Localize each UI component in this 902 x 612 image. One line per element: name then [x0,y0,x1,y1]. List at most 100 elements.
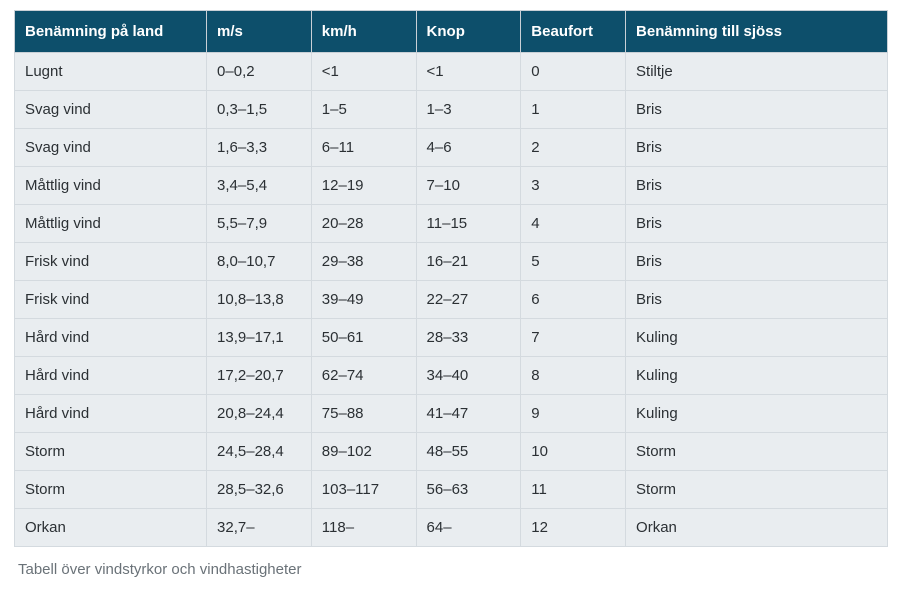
table-cell: Måttlig vind [15,205,207,243]
col-header-beaufort: Beaufort [521,11,626,53]
table-cell: 64– [416,509,521,547]
table-cell: 24,5–28,4 [207,433,312,471]
table-cell: 3,4–5,4 [207,167,312,205]
table-row: Frisk vind10,8–13,839–4922–276Bris [15,281,888,319]
table-cell: 22–27 [416,281,521,319]
col-header-knots: Knop [416,11,521,53]
table-cell: 0,3–1,5 [207,91,312,129]
table-cell: Stiltje [626,53,888,91]
table-cell: 12–19 [311,167,416,205]
table-cell: Orkan [626,509,888,547]
col-header-mps: m/s [207,11,312,53]
table-cell: Kuling [626,319,888,357]
table-cell: 48–55 [416,433,521,471]
table-row: Hård vind20,8–24,475–8841–479Kuling [15,395,888,433]
table-row: Måttlig vind5,5–7,920–2811–154Bris [15,205,888,243]
col-header-sea: Benämning till sjöss [626,11,888,53]
table-row: Svag vind1,6–3,36–114–62Bris [15,129,888,167]
table-cell: <1 [311,53,416,91]
table-cell: 75–88 [311,395,416,433]
table-cell: 6 [521,281,626,319]
table-cell: 103–117 [311,471,416,509]
table-cell: Bris [626,281,888,319]
table-cell: 5 [521,243,626,281]
table-cell: 1–5 [311,91,416,129]
table-cell: Bris [626,91,888,129]
table-cell: 10,8–13,8 [207,281,312,319]
table-cell: Orkan [15,509,207,547]
table-cell: 34–40 [416,357,521,395]
wind-speed-table: Benämning på land m/s km/h Knop Beaufort… [14,10,888,547]
table-caption: Tabell över vindstyrkor och vindhastighe… [14,547,888,578]
table-cell: Storm [626,471,888,509]
table-cell: 11 [521,471,626,509]
table-cell: 41–47 [416,395,521,433]
table-cell: 32,7– [207,509,312,547]
table-header-row: Benämning på land m/s km/h Knop Beaufort… [15,11,888,53]
table-cell: 50–61 [311,319,416,357]
table-cell: 39–49 [311,281,416,319]
table-cell: Hård vind [15,319,207,357]
table-cell: 118– [311,509,416,547]
table-cell: Kuling [626,357,888,395]
table-row: Måttlig vind3,4–5,412–197–103Bris [15,167,888,205]
table-cell: 0–0,2 [207,53,312,91]
table-cell: 6–11 [311,129,416,167]
table-cell: 0 [521,53,626,91]
table-cell: 16–21 [416,243,521,281]
table-cell: Storm [15,471,207,509]
table-cell: 28,5–32,6 [207,471,312,509]
table-cell: 89–102 [311,433,416,471]
table-cell: Frisk vind [15,243,207,281]
table-cell: 4–6 [416,129,521,167]
table-cell: 7 [521,319,626,357]
table-cell: 9 [521,395,626,433]
table-row: Hård vind13,9–17,150–6128–337Kuling [15,319,888,357]
table-cell: 4 [521,205,626,243]
table-cell: 7–10 [416,167,521,205]
table-cell: Svag vind [15,129,207,167]
table-cell: 1–3 [416,91,521,129]
table-cell: Bris [626,129,888,167]
table-row: Storm28,5–32,6103–11756–6311Storm [15,471,888,509]
table-cell: 62–74 [311,357,416,395]
table-cell: 11–15 [416,205,521,243]
table-cell: 29–38 [311,243,416,281]
table-row: Orkan32,7–118–64–12Orkan [15,509,888,547]
col-header-kmh: km/h [311,11,416,53]
table-cell: Hård vind [15,357,207,395]
table-cell: 12 [521,509,626,547]
col-header-land: Benämning på land [15,11,207,53]
table-body: Lugnt0–0,2<1<10StiltjeSvag vind0,3–1,51–… [15,53,888,547]
table-cell: Bris [626,205,888,243]
table-cell: 1 [521,91,626,129]
table-cell: 3 [521,167,626,205]
table-row: Hård vind17,2–20,762–7434–408Kuling [15,357,888,395]
table-cell: 8,0–10,7 [207,243,312,281]
table-cell: 56–63 [416,471,521,509]
table-row: Frisk vind8,0–10,729–3816–215Bris [15,243,888,281]
table-cell: Storm [15,433,207,471]
table-cell: <1 [416,53,521,91]
table-cell: 2 [521,129,626,167]
table-cell: 13,9–17,1 [207,319,312,357]
table-row: Svag vind0,3–1,51–51–31Bris [15,91,888,129]
table-cell: 5,5–7,9 [207,205,312,243]
table-cell: 28–33 [416,319,521,357]
table-cell: 17,2–20,7 [207,357,312,395]
table-cell: Bris [626,167,888,205]
table-cell: Hård vind [15,395,207,433]
table-cell: 10 [521,433,626,471]
table-cell: Lugnt [15,53,207,91]
table-cell: Bris [626,243,888,281]
table-row: Lugnt0–0,2<1<10Stiltje [15,53,888,91]
table-cell: 8 [521,357,626,395]
table-row: Storm24,5–28,489–10248–5510Storm [15,433,888,471]
table-cell: Frisk vind [15,281,207,319]
table-cell: Storm [626,433,888,471]
table-cell: 20,8–24,4 [207,395,312,433]
wind-table-wrapper: Benämning på land m/s km/h Knop Beaufort… [0,0,902,598]
table-cell: 20–28 [311,205,416,243]
table-cell: 1,6–3,3 [207,129,312,167]
table-cell: Måttlig vind [15,167,207,205]
